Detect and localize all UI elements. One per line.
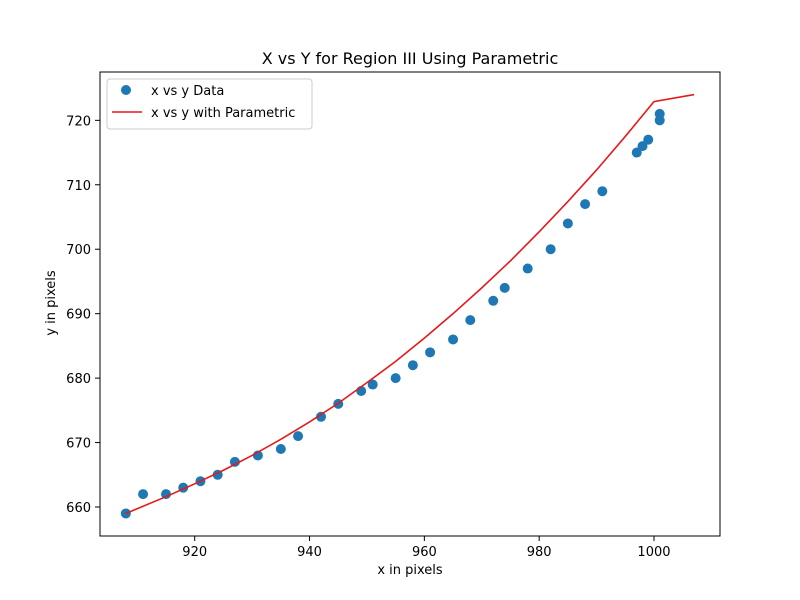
data-point <box>138 489 149 500</box>
data-point <box>637 141 648 152</box>
fit-line <box>125 93 695 515</box>
axes-layer: 920 940 960 980 1000 660 670 680 690 700 710 720 <box>66 71 721 560</box>
plot-frame <box>99 71 721 537</box>
data-point <box>407 360 418 371</box>
y-tick-label: 680 <box>66 372 91 387</box>
series-layer <box>120 93 695 519</box>
x-tick-label: 960 <box>412 545 437 560</box>
chart-title: X vs Y for Region III Using Parametric <box>262 49 559 68</box>
legend-label-line: x vs y with Parametric <box>151 106 295 121</box>
y-tick-label: 720 <box>66 114 91 129</box>
data-point <box>522 263 533 274</box>
data-point <box>390 373 401 384</box>
x-tick-label: 1000 <box>637 545 670 560</box>
y-tick-label: 670 <box>66 437 91 452</box>
y-tick-label: 700 <box>66 243 91 258</box>
legend-box <box>106 78 313 130</box>
data-point <box>562 218 573 229</box>
y-axis-label: y in pixels <box>44 270 59 336</box>
data-point <box>293 431 304 442</box>
data-point <box>229 456 240 467</box>
y-tick-label: 660 <box>66 501 91 516</box>
data-point <box>488 295 499 306</box>
x-tick-label: 940 <box>297 545 322 560</box>
data-point <box>465 315 476 326</box>
legend: x vs y Data x vs y with Parametric <box>106 78 313 130</box>
y-tick-label: 690 <box>66 308 91 323</box>
y-tick-label: 710 <box>66 179 91 194</box>
data-point <box>499 282 510 293</box>
data-point <box>545 244 556 255</box>
x-tick-label: 920 <box>182 545 207 560</box>
data-point <box>275 444 286 454</box>
x-axis-label: x in pixels <box>377 563 443 578</box>
x-tick-label: 980 <box>527 545 552 560</box>
data-point <box>597 186 608 197</box>
data-point <box>161 489 172 500</box>
data-point <box>367 379 378 390</box>
data-point <box>631 147 642 158</box>
data-point <box>654 108 665 119</box>
data-point <box>425 347 436 358</box>
legend-label-scatter: x vs y Data <box>151 84 224 99</box>
data-point <box>643 134 654 145</box>
data-point <box>580 199 591 210</box>
legend-marker-scatter <box>121 85 131 95</box>
data-point <box>316 411 327 422</box>
data-point <box>448 334 459 345</box>
